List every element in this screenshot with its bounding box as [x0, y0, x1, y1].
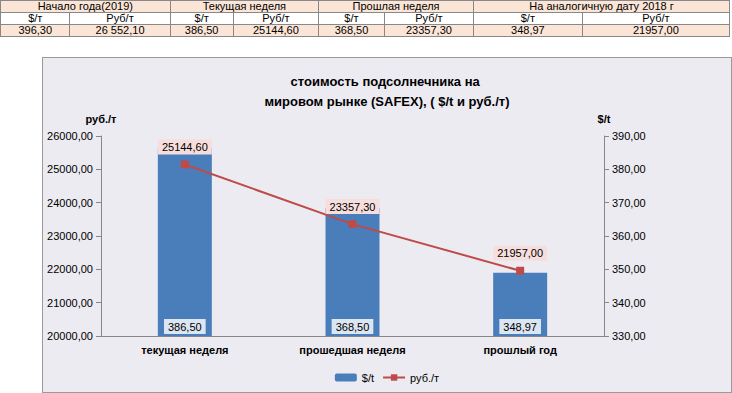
- svg-text:21957,00: 21957,00: [497, 247, 543, 259]
- html-text:25144,60: 25144,60: [252, 24, 299, 36]
- svg-text:25144,60: 25144,60: [162, 141, 208, 153]
- html-text:348,97: 348,97: [511, 24, 545, 36]
- svg-text:22000,00: 22000,00: [47, 263, 93, 275]
- html-text:386,50: 386,50: [184, 24, 219, 36]
- html-text:21957,00: 21957,00: [632, 24, 679, 36]
- svg-text:350,00: 350,00: [612, 263, 646, 275]
- svg-text:340,00: 340,00: [612, 297, 646, 309]
- svg-text:20000,00: 20000,00: [47, 330, 93, 342]
- html-text:Руб/т: Руб/т: [642, 12, 670, 24]
- svg-text:360,00: 360,00: [612, 230, 646, 242]
- svg-text:25000,00: 25000,00: [47, 163, 93, 175]
- html-text:$/т: $/т: [28, 12, 43, 24]
- svg-text:24000,00: 24000,00: [47, 197, 93, 209]
- html-text:$/т: $/т: [344, 12, 359, 24]
- html-text:Начало года(2019): Начало года(2019): [37, 0, 133, 12]
- svg-text:330,00: 330,00: [612, 330, 646, 342]
- html-text:Прошлая неделя: Прошлая неделя: [352, 0, 440, 12]
- svg-text:26000,00: 26000,00: [47, 130, 93, 142]
- svg-text:мировом рынке (SAFEX), ( $/t и: мировом рынке (SAFEX), ( $/t и руб./т): [264, 94, 509, 109]
- html-text:Руб/т: Руб/т: [415, 12, 443, 24]
- html-text:368,50: 368,50: [334, 24, 369, 36]
- svg-text:$/t: $/t: [362, 372, 374, 384]
- svg-text:руб./т: руб./т: [86, 113, 118, 125]
- svg-text:368,50: 368,50: [336, 321, 370, 333]
- svg-text:$/t: $/t: [598, 113, 611, 125]
- html-text:На аналогичную дату 2018 г: На аналогичную дату 2018 г: [529, 0, 674, 12]
- html-text:Руб/т: Руб/т: [262, 12, 290, 24]
- html-text:Текущая неделя: Текущая неделя: [202, 0, 286, 12]
- svg-text:348,97: 348,97: [503, 321, 537, 333]
- html-text:$/т: $/т: [194, 12, 209, 24]
- svg-text:21000,00: 21000,00: [47, 297, 93, 309]
- svg-text:386,50: 386,50: [168, 321, 202, 333]
- html-text:Руб/т: Руб/т: [106, 12, 134, 24]
- html-text:26 552,10: 26 552,10: [95, 24, 145, 36]
- html-text:$/т: $/т: [520, 12, 535, 24]
- html-text:396,30: 396,30: [18, 24, 53, 36]
- svg-text:текущая неделя: текущая неделя: [141, 344, 228, 356]
- svg-text:370,00: 370,00: [612, 197, 646, 209]
- html-text:23357,30: 23357,30: [406, 24, 452, 36]
- svg-text:23000,00: 23000,00: [47, 230, 93, 242]
- svg-text:стоимость подсолнечника на: стоимость подсолнечника на: [291, 74, 484, 89]
- svg-text:390,00: 390,00: [612, 130, 646, 142]
- svg-text:380,00: 380,00: [612, 163, 646, 175]
- svg-text:23357,30: 23357,30: [330, 201, 376, 213]
- svg-text:прошедшая неделя: прошедшая неделя: [299, 344, 405, 356]
- svg-text:прошлый год: прошлый год: [483, 344, 556, 356]
- svg-text:руб./т: руб./т: [410, 372, 439, 384]
